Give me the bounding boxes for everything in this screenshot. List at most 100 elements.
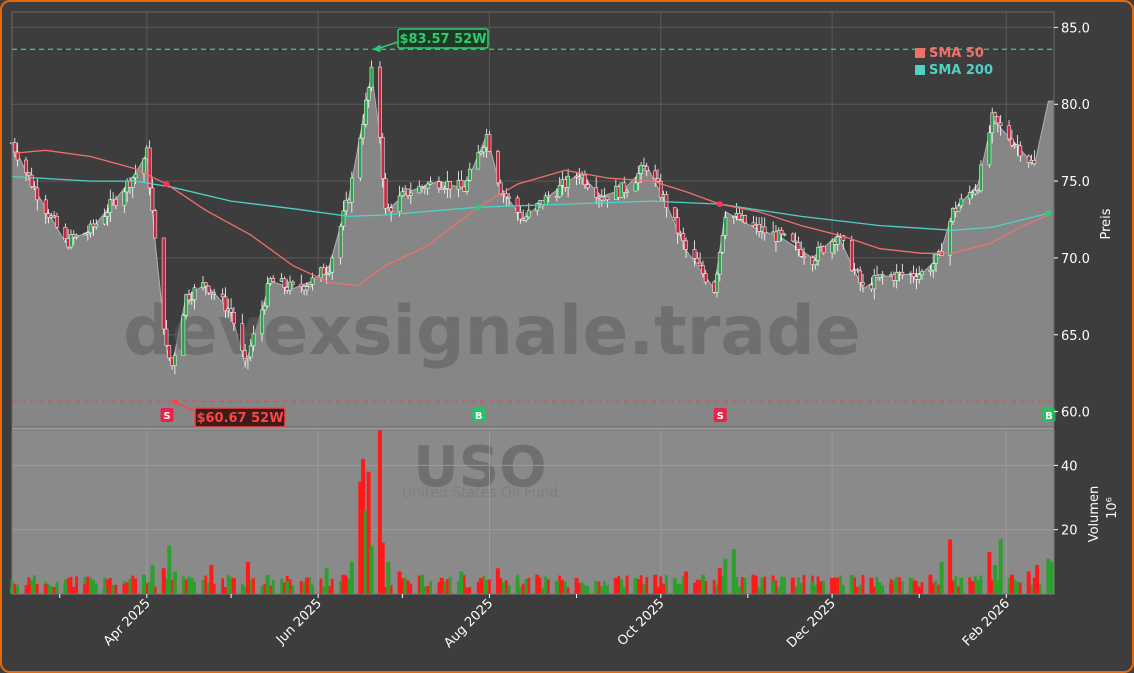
candle-body	[288, 281, 292, 291]
candle-body	[701, 265, 705, 274]
candle-body	[142, 158, 146, 175]
signal-marker	[716, 201, 723, 208]
volume-bar	[979, 575, 983, 594]
volume-bar	[380, 542, 385, 594]
volume-bar	[311, 584, 314, 594]
candle-body	[251, 333, 256, 347]
candle-body	[858, 270, 863, 283]
candle-body	[108, 199, 113, 213]
candle-body	[122, 191, 127, 206]
candle-body	[15, 151, 20, 161]
candle-body	[1018, 145, 1023, 157]
sell-signal-badge	[713, 408, 727, 422]
volume-bar	[813, 585, 817, 594]
volume-bar	[672, 577, 677, 594]
volume-bar	[889, 584, 894, 594]
volume-bar	[92, 579, 95, 594]
candle-body	[32, 186, 37, 189]
candle-body	[291, 281, 295, 285]
candle-body	[948, 221, 952, 256]
candle-body	[959, 198, 964, 207]
candle-body	[442, 188, 447, 190]
volume-bar	[895, 576, 899, 594]
candle-body	[802, 256, 806, 258]
candle-body	[271, 278, 276, 282]
volume-axis-label: Volumen	[1087, 486, 1102, 543]
volume-bar	[488, 579, 491, 594]
candle-body	[720, 235, 725, 253]
volume-bar	[482, 576, 486, 594]
legend-swatch-sma200	[915, 65, 925, 75]
candle-body	[796, 242, 801, 250]
candle-body	[88, 223, 93, 234]
candle-body	[383, 178, 388, 209]
volume-bar	[538, 577, 542, 594]
volume-bar	[184, 579, 188, 594]
candle-body	[976, 190, 981, 193]
candle-body	[35, 187, 40, 201]
candle-body	[389, 207, 394, 213]
volume-bar	[583, 584, 587, 594]
volume-bar	[580, 582, 584, 594]
volume-bar	[324, 568, 329, 594]
candle-body	[63, 226, 68, 240]
volume-bar	[189, 577, 194, 594]
candle-body	[583, 174, 587, 186]
volume-bar	[757, 587, 761, 594]
volume-bar	[224, 587, 227, 594]
candle-body	[378, 66, 382, 138]
volume-bar	[1032, 577, 1036, 594]
volume-bar	[954, 576, 958, 594]
volume-bar	[541, 587, 545, 594]
candle-body	[465, 179, 469, 192]
candle-body	[821, 246, 826, 254]
volume-bar	[429, 581, 432, 594]
buy-signal-badge	[1042, 408, 1056, 422]
volume-bar	[957, 586, 960, 594]
volume-bar	[810, 581, 815, 594]
volume-bar	[1046, 558, 1051, 594]
buy-signal-label: B	[475, 411, 483, 422]
volume-bar	[892, 580, 896, 594]
volume-bar	[457, 580, 460, 594]
watermark-text: devexsignale.trade	[123, 292, 861, 371]
volume-bar	[987, 552, 992, 594]
volume-bar	[280, 578, 284, 594]
volume-bar	[507, 585, 511, 594]
signal-marker	[1045, 210, 1052, 217]
volume-bar	[485, 579, 489, 594]
volume-tick-label: 40	[1061, 459, 1078, 474]
candle-body	[951, 208, 955, 222]
candle-body	[684, 240, 688, 250]
candle-body	[349, 177, 354, 203]
volume-bar	[1007, 577, 1011, 594]
volume-bar	[499, 578, 503, 594]
candle-body	[344, 199, 349, 212]
candle-body	[246, 356, 250, 359]
candle-body	[330, 257, 335, 273]
candle-body	[487, 134, 492, 152]
candle-body	[973, 190, 978, 195]
volume-bar	[226, 575, 230, 594]
volume-bar	[861, 574, 865, 594]
volume-bar	[790, 577, 795, 594]
volume-bar	[763, 576, 767, 594]
volume-bar	[361, 458, 366, 594]
volume-bar	[330, 578, 334, 594]
watermark-fund-name: United States Oil Fund	[402, 485, 558, 501]
candle-body	[299, 283, 304, 287]
candle-body	[206, 285, 211, 294]
annotation-52w-low: $60.67 52W	[194, 407, 286, 428]
volume-bar	[881, 585, 885, 594]
candle-body	[307, 284, 312, 287]
volume-bar	[161, 568, 166, 594]
candle-body	[782, 233, 787, 236]
volume-bar	[504, 580, 508, 594]
signal-marker	[163, 181, 170, 188]
volume-bar	[771, 581, 776, 594]
legend-swatch-sma50	[915, 48, 925, 58]
candle-body	[479, 151, 483, 154]
candle-body	[147, 147, 152, 189]
candle-body	[324, 273, 329, 275]
